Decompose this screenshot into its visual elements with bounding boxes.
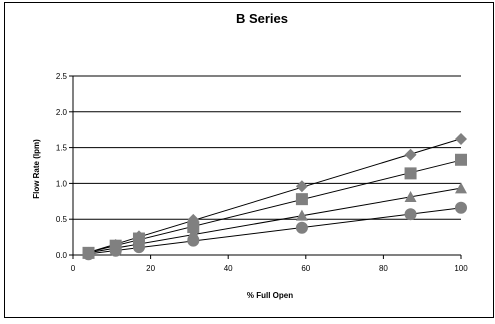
- square-point-3: [187, 221, 200, 234]
- square-point-5: [404, 167, 417, 180]
- x-tick-label-1: 20: [146, 264, 155, 273]
- y-tick-label-2: 1.0: [56, 179, 68, 188]
- diamond-point-5: [404, 148, 417, 161]
- diamond-point-6: [455, 133, 467, 146]
- y-tick-label-3: 1.5: [56, 144, 68, 153]
- circle-point-6: [455, 201, 467, 214]
- trendline-circle: [88, 207, 462, 255]
- circle-point-4: [295, 221, 308, 234]
- y-axis-title: Flow Rate (lpm): [32, 139, 41, 199]
- triangle-point-5: [404, 191, 417, 203]
- gridlines: [73, 75, 461, 220]
- x-tick-label-3: 60: [301, 264, 310, 273]
- circle-point-5: [404, 208, 417, 221]
- y-tick-label-1: 0.5: [56, 215, 68, 224]
- chart-title: B Series: [236, 11, 288, 26]
- y-tick-label-5: 2.5: [56, 72, 68, 81]
- trendline-diamond: [88, 138, 462, 253]
- x-tick-label-4: 80: [379, 264, 388, 273]
- circle-point-1: [109, 244, 122, 257]
- x-tick-label-2: 40: [224, 264, 233, 273]
- x-axis-title: % Full Open: [247, 291, 293, 300]
- y-tick-label-4: 2.0: [56, 108, 68, 117]
- chart-svg: B Series 0.00.51.01.52.02.50 20 40 60 80 100 …: [32, 11, 468, 300]
- chart-frame: B Series 0.0 0.5 1.0 1.5 2.0 2.5 0 20 40 60 80 100 …: [4, 2, 494, 318]
- tick-labels: 0.0 0.5 1.0 1.5 2.0 2.5 0 20 40 60 80 100: [56, 72, 468, 273]
- trendline-square: [88, 159, 462, 253]
- circle-point-3: [187, 234, 200, 247]
- trendline-triangle: [88, 187, 462, 254]
- trendlines: [88, 138, 462, 255]
- y-tick-label-0: 0.0: [56, 251, 68, 260]
- x-tick-label-0: 0: [71, 264, 76, 273]
- diamond-point-4: [295, 180, 308, 193]
- square-point-4: [295, 193, 308, 206]
- circle-point-0: [82, 248, 95, 261]
- triangle-point-4: [295, 209, 308, 221]
- data-markers: [82, 133, 467, 261]
- square-point-6: [455, 153, 467, 166]
- x-tick-label-5: 100: [454, 264, 468, 273]
- triangle-point-6: [455, 182, 467, 194]
- axes: [69, 75, 462, 259]
- circle-point-2: [132, 241, 145, 254]
